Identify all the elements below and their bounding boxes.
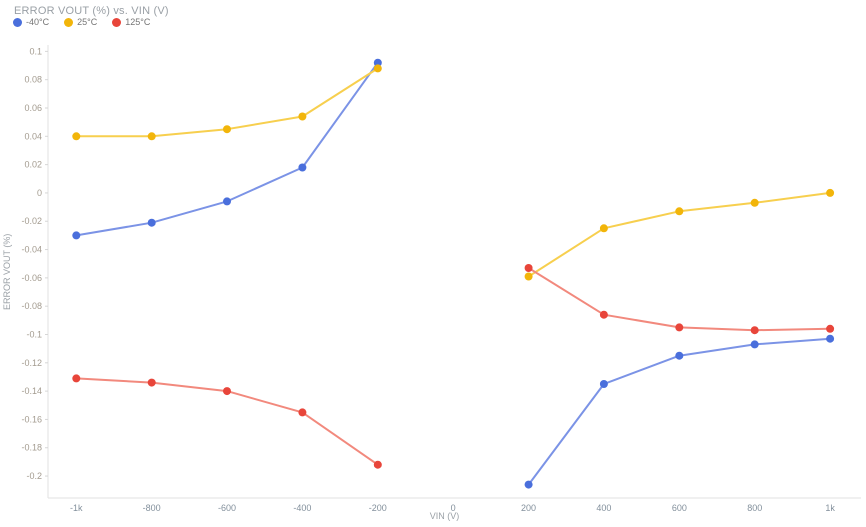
legend-swatch-icon — [112, 17, 122, 27]
legend: -40°C 25°C 125°C — [13, 17, 150, 27]
data-point[interactable] — [147, 218, 156, 227]
y-tick-label: 0.04 — [24, 131, 42, 141]
data-point[interactable] — [147, 132, 156, 141]
data-point[interactable] — [524, 272, 533, 281]
x-tick-label: -800 — [143, 503, 161, 513]
legend-label: 125°C — [125, 17, 151, 27]
data-point[interactable] — [750, 340, 759, 349]
x-tick-label: -400 — [293, 503, 311, 513]
y-tick-label: 0.1 — [29, 46, 42, 56]
data-point[interactable] — [373, 64, 382, 73]
data-point[interactable] — [72, 374, 81, 383]
y-axis-title: ERROR VOUT (%) — [2, 233, 12, 310]
series-line — [75, 61, 379, 237]
data-point[interactable] — [599, 310, 608, 319]
series-line — [527, 267, 832, 332]
y-tick-label: 0.06 — [24, 103, 42, 113]
data-point[interactable] — [675, 351, 684, 360]
data-point[interactable] — [373, 460, 382, 469]
data-point[interactable] — [750, 198, 759, 207]
data-point[interactable] — [223, 387, 231, 396]
x-tick-label: 800 — [747, 503, 762, 513]
y-tick-label: -0.14 — [21, 386, 42, 396]
y-tick-label: 0.08 — [24, 75, 42, 85]
data-point[interactable] — [599, 380, 608, 388]
y-tick-label: -0.2 — [26, 471, 42, 481]
data-point[interactable] — [223, 125, 231, 134]
data-point[interactable] — [524, 264, 533, 272]
y-tick-label: -0.16 — [21, 414, 42, 424]
legend-label: -40°C — [26, 17, 50, 27]
x-tick-label: 400 — [596, 503, 611, 513]
legend-label: 25°C — [77, 17, 98, 27]
data-point[interactable] — [298, 163, 307, 172]
x-tick-label: 1k — [825, 503, 835, 513]
y-tick-label: 0.02 — [24, 160, 42, 170]
x-tick-label: 0 — [451, 503, 456, 513]
series-line — [527, 337, 832, 486]
y-tick-label: 0 — [37, 188, 42, 198]
data-point[interactable] — [298, 408, 307, 417]
data-point[interactable] — [826, 188, 835, 197]
y-tick-label: -0.1 — [26, 329, 42, 339]
data-point[interactable] — [826, 334, 835, 343]
legend-item: 25°C — [64, 17, 97, 27]
data-point[interactable] — [223, 197, 231, 206]
x-tick-label: 200 — [521, 503, 536, 513]
data-point[interactable] — [826, 324, 835, 333]
data-point[interactable] — [675, 323, 684, 332]
data-point[interactable] — [298, 112, 307, 121]
data-point[interactable] — [599, 224, 608, 233]
data-point[interactable] — [675, 207, 684, 216]
legend-swatch-icon — [13, 17, 22, 27]
chart-title: ERROR VOUT (%) vs. VIN (V) — [14, 5, 169, 17]
data-point[interactable] — [750, 326, 759, 335]
y-tick-label: -0.02 — [21, 216, 42, 226]
x-tick-label: -200 — [369, 503, 387, 513]
y-tick-label: -0.18 — [21, 443, 42, 453]
series-line — [527, 191, 832, 278]
x-tick-label: 600 — [672, 503, 687, 513]
data-point[interactable] — [72, 231, 81, 240]
x-tick-label: -1k — [70, 503, 83, 513]
legend-swatch-icon — [64, 17, 74, 27]
x-tick-label: -600 — [218, 503, 236, 513]
legend-item: 125°C — [112, 17, 150, 27]
legend-item: -40°C — [13, 17, 49, 27]
x-axis-title: VIN (V) — [429, 511, 460, 521]
y-tick-label: -0.06 — [21, 273, 42, 283]
y-tick-label: -0.04 — [21, 245, 42, 255]
data-point[interactable] — [147, 378, 156, 387]
data-point[interactable] — [72, 132, 81, 141]
data-point[interactable] — [524, 480, 533, 489]
y-tick-label: -0.08 — [21, 301, 42, 311]
y-tick-label: -0.12 — [21, 358, 42, 368]
data-point[interactable] — [373, 58, 382, 67]
